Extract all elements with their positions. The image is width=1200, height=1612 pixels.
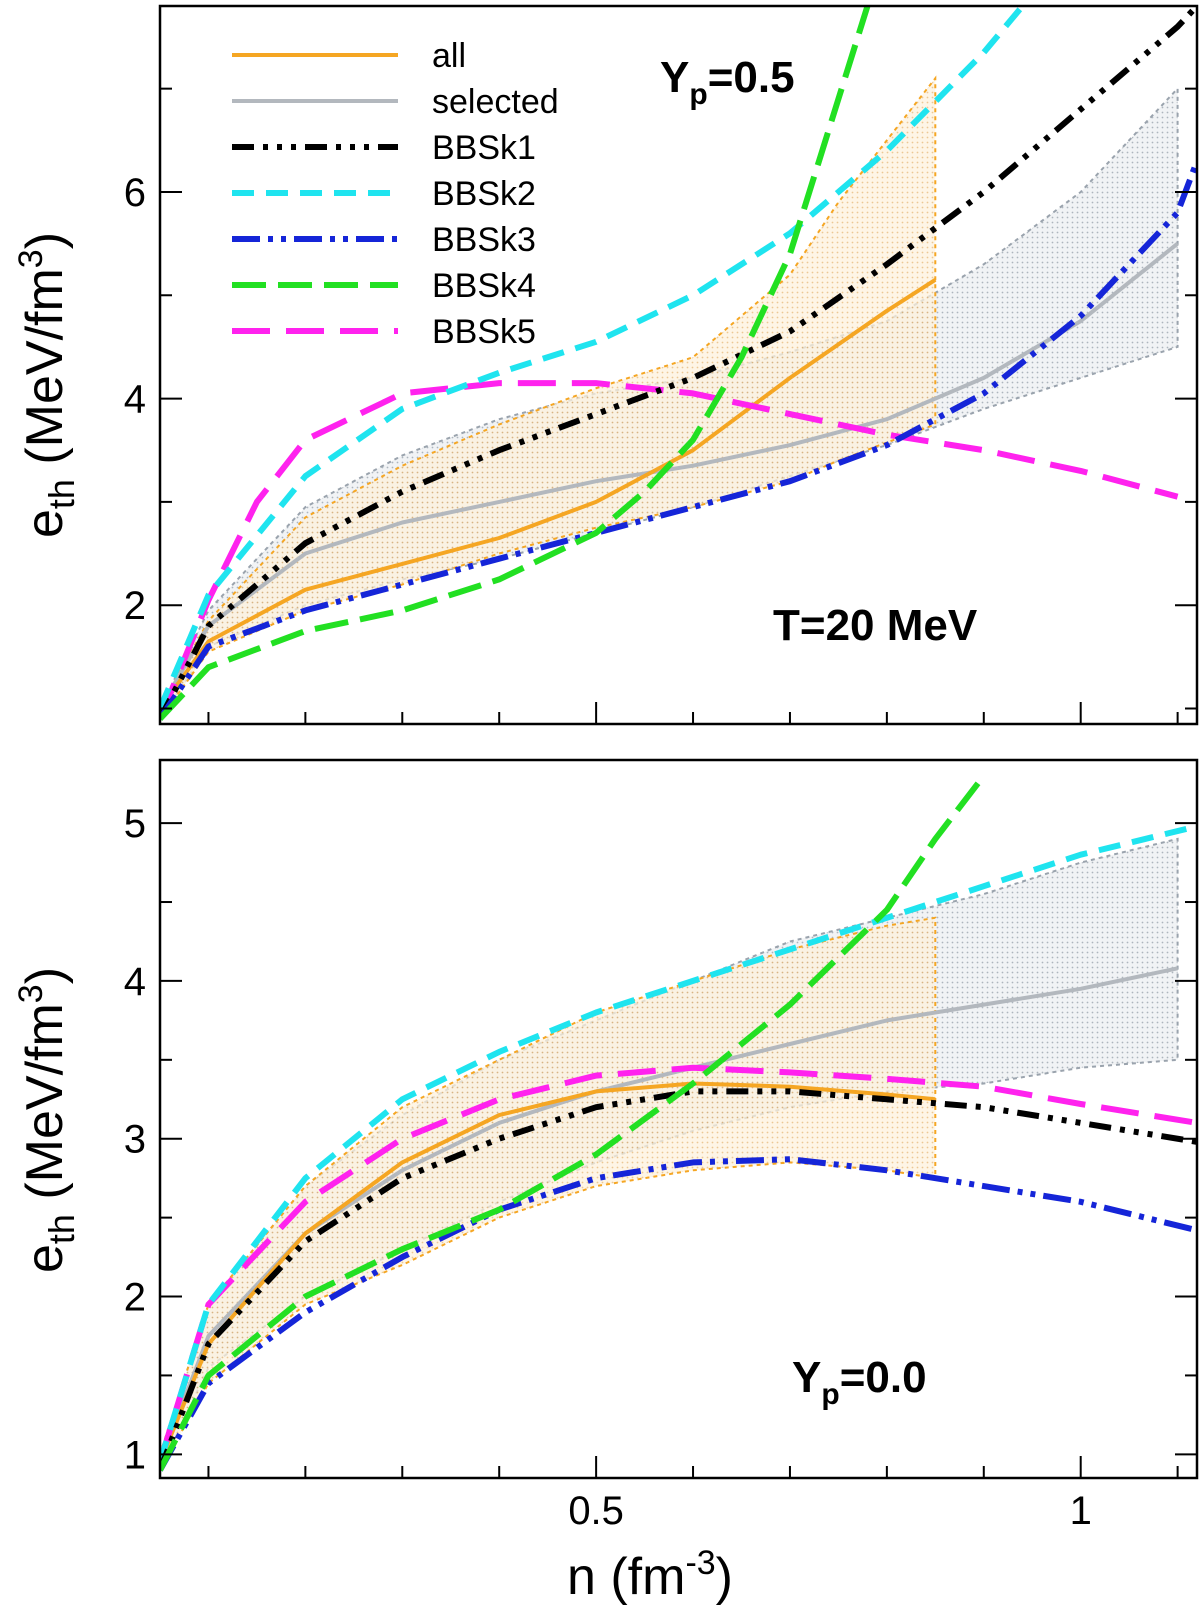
series-bbsk1-bottom [160,1088,1197,1472]
series-bbsk4-top [160,6,871,721]
y-tick-label: 4 [124,378,146,422]
x-tick-label: 0.5 [568,1489,624,1533]
series-bbsk4-bottom [160,773,987,1472]
top-panel: 2 4 6 all selected BBSk1 BBSk2 BBSk3 BBSk4 BBSk5… [12,4,1199,726]
legend-label-bbsk1: BBSk1 [432,129,536,167]
x-axis-title: n (fm-3) [567,1544,733,1606]
top-tick-labels: 2 4 6 [124,171,146,628]
series-all-top [160,278,937,710]
legend: all selected BBSk1 BBSk2 BBSk3 BBSk4 BBSk5 [232,37,559,351]
series-bbsk3-bottom [160,1156,1197,1472]
legend-label-all: all [432,37,466,75]
series-bbsk5-top [160,380,1179,720]
y-tick-label: 1 [124,1433,146,1477]
uncertainty-bands [160,837,1179,1473]
y-tick-label: 2 [124,584,146,628]
series-selected-top [160,242,1179,710]
legend-label-bbsk5: BBSk5 [432,313,536,351]
y-tick-label: 2 [124,1276,146,1320]
y-tick-label: 3 [124,1118,146,1162]
legend-label-bbsk4: BBSk4 [432,267,536,305]
bottom-panel: 1 2 3 4 5 0.5 1 Yp=0.0 eth (MeV/fm3) n (fm-3) [12,758,1199,1606]
top-axis-ticks [160,87,1197,724]
bottom-yp-annotation: Yp=0.0 [792,1353,927,1411]
y-tick-label: 4 [124,960,146,1004]
top-temperature-annotation: T=20 MeV [773,601,978,650]
series-bbsk3-top [160,159,1197,721]
series-lines [160,773,1197,1472]
y-tick-label: 5 [124,802,146,846]
legend-label-bbsk2: BBSk2 [432,175,536,213]
bottom-tick-labels: 1 2 3 4 5 0.5 1 [124,802,1092,1533]
series-bbsk1-top [160,6,1197,721]
top-yp-annotation: Yp=0.5 [660,53,795,111]
top-y-axis-title: eth (MeV/fm3) [12,232,82,538]
y-tick-label: 6 [124,171,146,215]
uncertainty-bands [160,75,1179,721]
bottom-y-axis-title: eth (MeV/fm3) [12,967,82,1273]
series-lines [160,6,1197,721]
legend-label-bbsk3: BBSk3 [432,221,536,259]
legend-label-selected: selected [432,83,559,121]
x-tick-label: 1 [1070,1489,1092,1533]
top-plot-frame [158,4,1199,726]
bottom-plot-frame [158,758,1199,1480]
series-bbsk5-bottom [160,1064,1197,1464]
series-bbsk2-top [160,6,1025,710]
bottom-axis-ticks [160,822,1197,1478]
band-all-top [160,75,937,721]
